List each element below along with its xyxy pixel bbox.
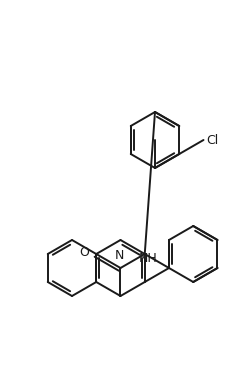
Text: NH: NH [139,253,157,265]
Text: Cl: Cl [206,134,219,146]
Text: N: N [115,249,124,262]
Text: O: O [79,246,89,258]
